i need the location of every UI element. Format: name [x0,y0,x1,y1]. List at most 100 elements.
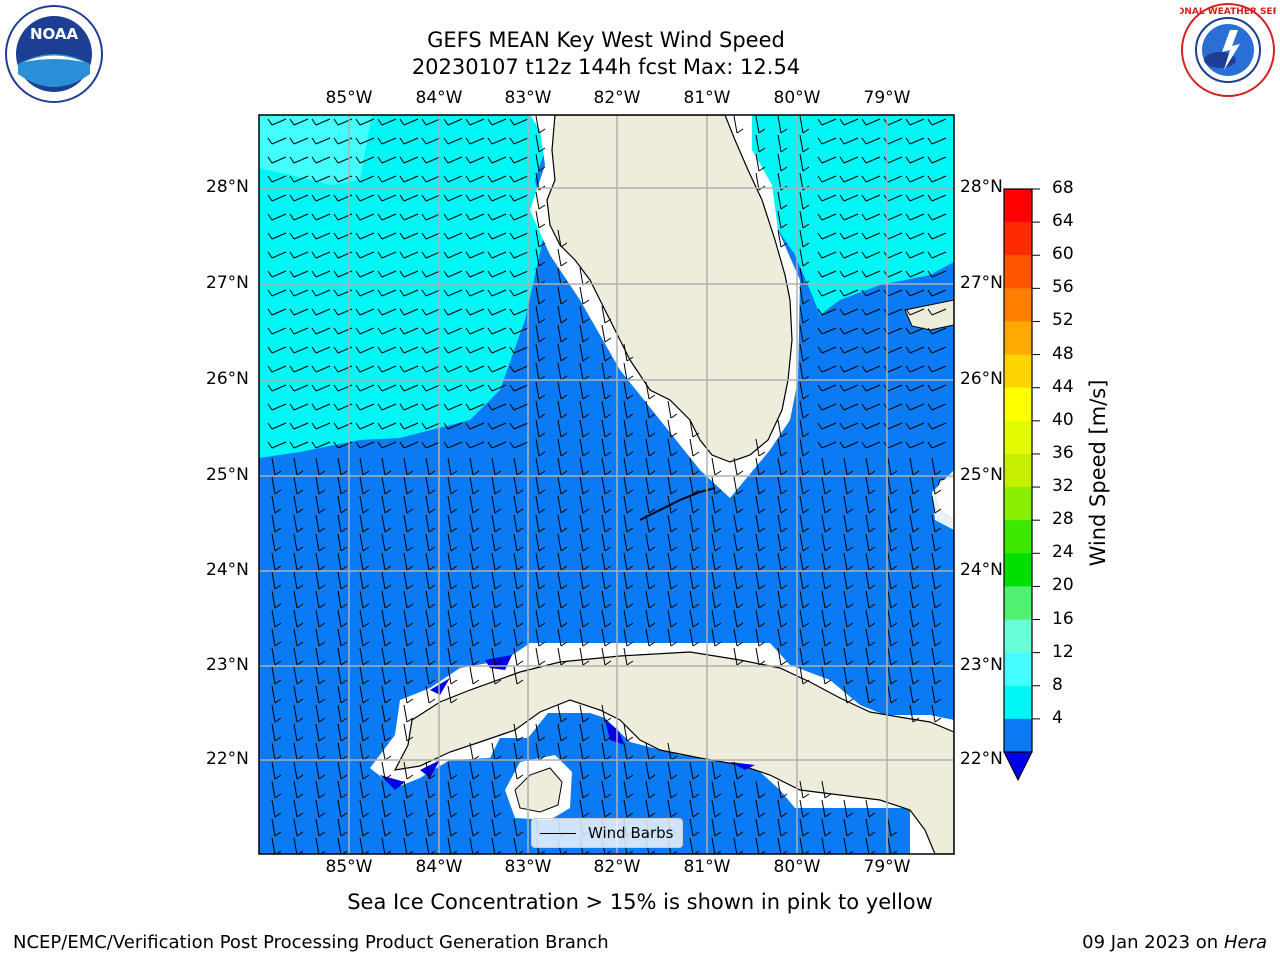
wind-barb [293,837,304,854]
wind-barb [843,552,854,571]
wind-barb [861,213,881,221]
wind-barb [821,609,832,628]
wind-barb [601,552,612,571]
map-legend: Wind Barbs [531,818,683,848]
wind-barb [337,552,348,571]
wind-barb [689,438,700,457]
wind-barb [909,533,920,552]
wind-barb [293,457,304,476]
wind-barb [399,422,419,430]
wind-barb [381,647,392,666]
wind-barb [689,590,700,609]
wind-barb [425,761,436,780]
wind-barb [289,422,309,430]
wind-barb [465,270,485,278]
wind-barb [579,704,590,723]
wind-barb [689,837,700,854]
lon-label-top: 83°W [504,88,552,108]
wind-barb [579,647,590,666]
colorbar-segment [1004,420,1032,455]
wind-barb [755,533,766,552]
wind-barb [381,533,392,552]
wind-barb [293,666,304,685]
wind-barb [509,384,529,392]
wind-barb [465,346,485,354]
wind-barb [733,628,744,647]
wind-barb [487,251,507,259]
wind-barb [927,118,947,126]
wind-barb [645,476,656,495]
colorbar-tick-label: 12 [1052,641,1074,662]
wind-barb [579,495,590,514]
wind-barb [293,533,304,552]
wind-barb [355,422,375,430]
wind-barb [535,153,546,172]
wind-barb [381,818,392,837]
wind-barb [733,495,744,514]
wind-barb [535,210,546,229]
wind-barb [399,156,419,164]
wind-barb [799,229,810,248]
wind-barb [839,270,859,278]
wind-barb [821,476,832,495]
wind-barb [465,365,485,373]
wind-barb [377,346,397,354]
wind-barb [359,723,370,742]
wind-barb [817,346,837,354]
wind-barb [355,156,375,164]
wind-barb [315,552,326,571]
wind-barb [447,628,458,647]
bahamas-land [904,299,954,331]
wind-barb [403,552,414,571]
wind-barb [645,419,656,438]
wind-barb [711,761,722,780]
wind-barb [403,457,414,476]
wind-barb [311,289,331,297]
lat-label-left: 23°N [206,655,249,675]
wind-barb [887,495,898,514]
wind-barb [381,780,392,799]
colorbar-tick-label: 48 [1052,343,1074,364]
wind-barb [799,818,810,837]
wind-barb [315,571,326,590]
wind-barb [865,685,876,704]
wind-barb [311,346,331,354]
wind-barb [623,400,634,419]
wind-barb [377,251,397,259]
wind-barb [377,156,397,164]
svg-text:NATIONAL WEATHER SERVICE: NATIONAL WEATHER SERVICE [1180,7,1276,17]
wind-barb [927,213,947,221]
below-4-patch [430,678,450,695]
wind-barb [267,270,287,278]
wind-barb [355,270,375,278]
wind-barb [377,327,397,335]
wind-barb [843,628,854,647]
wind-barb [267,289,287,297]
wind-barb [399,194,419,202]
wind-barb [799,153,810,172]
wind-barb [601,704,612,723]
colorbar-segment [1004,652,1032,687]
wind-barb [865,609,876,628]
wind-barb [491,818,502,837]
wind-barb [491,761,502,780]
wind-barb [799,476,810,495]
wind-barb [443,346,463,354]
wind-barb [289,270,309,278]
wind-barb [425,799,436,818]
wind-barb [689,571,700,590]
wind-barb [337,818,348,837]
wind-barb [337,495,348,514]
colorbar-segment [1004,718,1032,753]
wind-barb [733,571,744,590]
wind-barb [491,780,502,799]
wind-barb [931,628,942,647]
wind-barb [289,308,309,316]
wind-barb [359,818,370,837]
wind-barb [799,609,810,628]
wind-barb [381,685,392,704]
wind-barb [799,780,810,799]
wind-barb [271,457,282,476]
wind-barb [821,666,832,685]
wind-barb [403,476,414,495]
